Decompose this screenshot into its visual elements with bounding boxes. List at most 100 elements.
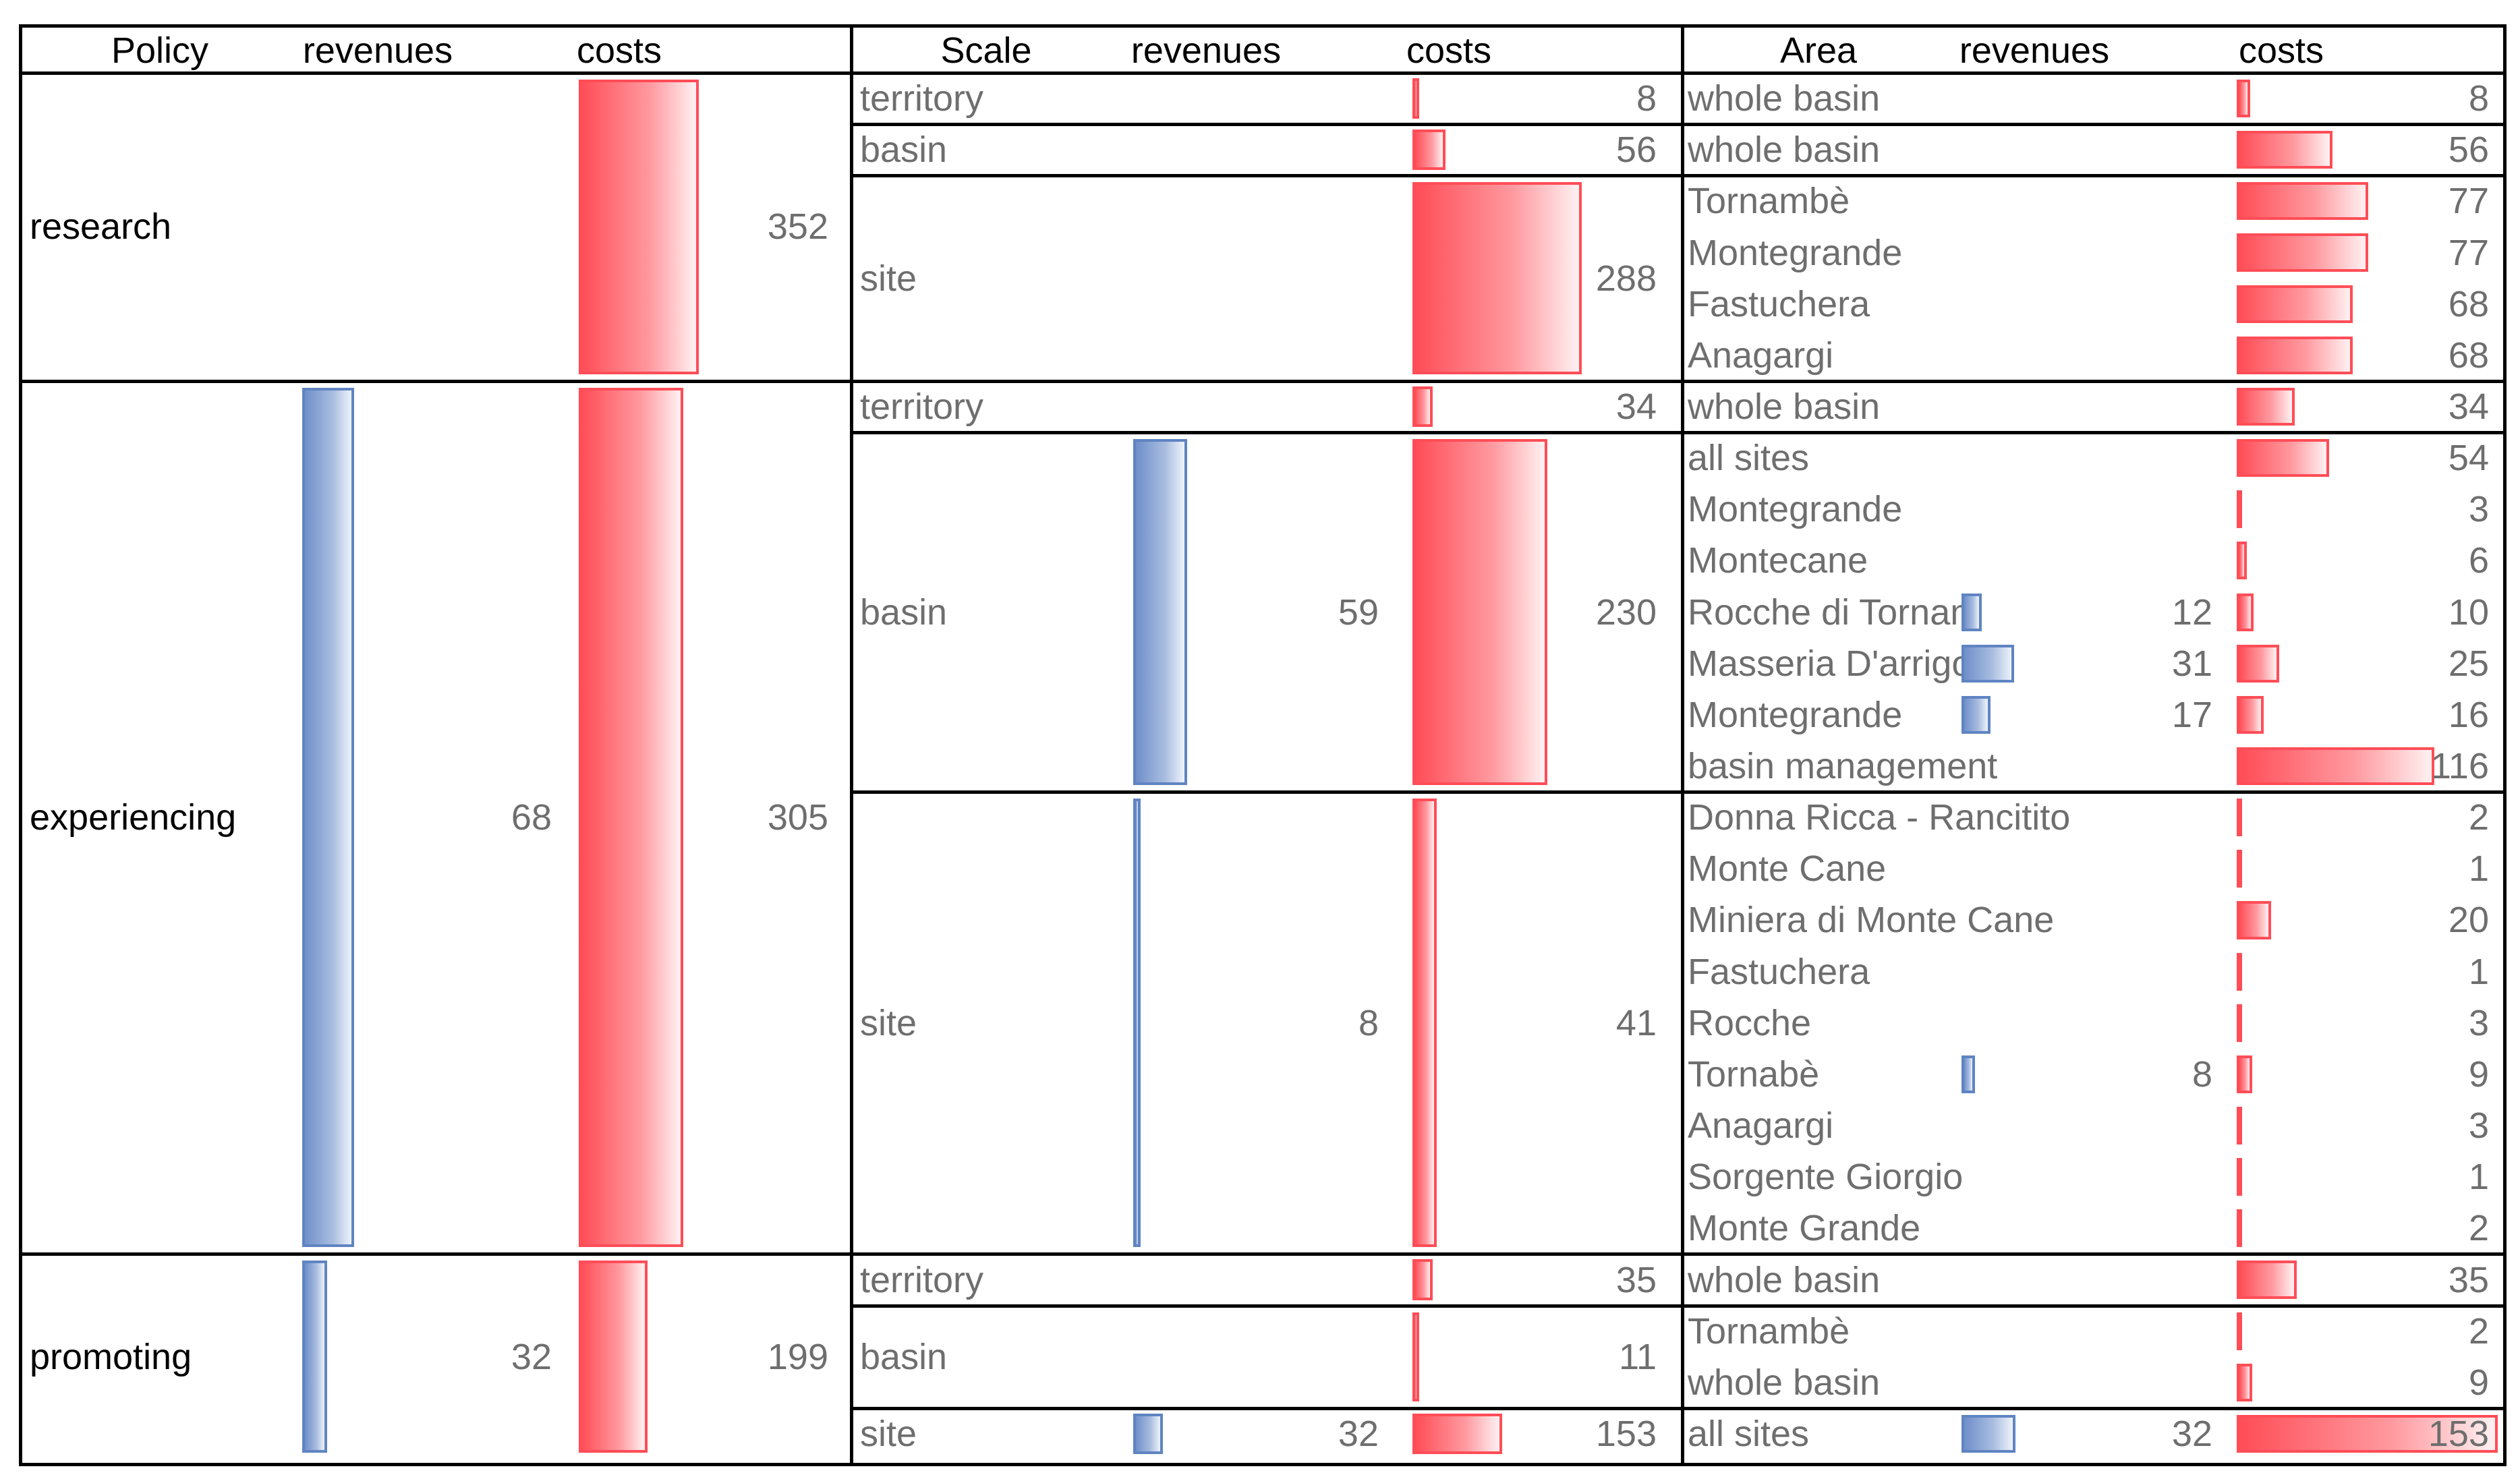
table-border-left (19, 24, 22, 1466)
scale-cost-bar (1412, 799, 1437, 1248)
area-cost-bar (2237, 695, 2264, 734)
area-cost-bar (2237, 285, 2353, 323)
area-cost-bar (2237, 1363, 2252, 1401)
scale-group-divider (851, 431, 2505, 435)
area-cost-bar (2237, 387, 2295, 426)
scale-label: territory (860, 386, 984, 427)
area-cost-value: 68 (2448, 335, 2489, 376)
area-cost-bar (2237, 1055, 2252, 1093)
scale-cost-bar (1412, 1259, 1433, 1300)
area-label: Miniera di Monte Cane (1688, 900, 2055, 941)
area-revenue-bar (1961, 1055, 1975, 1093)
policy-cost-value: 352 (767, 206, 828, 248)
area-label: whole basin (1688, 1259, 1881, 1300)
scale-label: territory (860, 1259, 984, 1300)
scale-label: site (860, 258, 917, 299)
area-revenue-value: 17 (2171, 694, 2212, 735)
area-label: Montecane (1688, 540, 1868, 581)
table-border-top (20, 24, 2505, 28)
header-scale-revenues: revenues (1130, 30, 1282, 71)
header-policy: Policy (111, 30, 209, 71)
area-revenue-bar (1961, 593, 1982, 631)
area-cost-bar (2237, 1004, 2242, 1042)
area-label: Anagargi (1688, 1105, 1834, 1147)
scale-cost-value: 230 (1595, 591, 1657, 633)
scale-cost-value: 56 (1615, 129, 1657, 171)
area-cost-value: 77 (2448, 181, 2489, 222)
scale-cost-bar (1412, 182, 1582, 374)
area-revenue-value: 8 (2192, 1053, 2212, 1095)
area-revenue-value: 31 (2171, 643, 2212, 684)
area-cost-bar (2237, 747, 2435, 786)
policy-group-divider (20, 1252, 2505, 1256)
area-cost-bar (2237, 1261, 2297, 1299)
area-cost-value: 3 (2468, 1105, 2489, 1147)
scale-cost-bar (1412, 439, 1548, 786)
area-label: Rocche (1688, 1002, 1812, 1043)
area-cost-value: 2 (2468, 1208, 2489, 1249)
area-cost-value: 56 (2448, 129, 2489, 171)
area-label: Sorgente Giorgio (1688, 1157, 1964, 1198)
area-label: Tornambè (1688, 181, 1850, 222)
area-cost-value: 77 (2448, 232, 2489, 273)
scale-cost-value: 34 (1615, 386, 1657, 427)
policy-label: research (30, 206, 172, 248)
scale-revenue-value: 32 (1338, 1413, 1379, 1454)
table-border-right (2503, 24, 2507, 1466)
scale-label: basin (860, 1336, 948, 1377)
area-cost-value: 9 (2468, 1053, 2489, 1095)
area-label: Tornabè (1688, 1053, 1820, 1095)
scale-cost-value: 288 (1595, 258, 1657, 299)
policy-cost-value: 199 (767, 1336, 828, 1377)
area-cost-value: 35 (2448, 1259, 2489, 1300)
area-cost-bar (2237, 182, 2368, 221)
area-label: Montegrande (1688, 694, 1903, 735)
scale-revenue-bar (1133, 439, 1188, 786)
header-divider (20, 71, 2505, 75)
scale-group-divider (851, 790, 2505, 794)
area-cost-value: 1 (2468, 848, 2489, 890)
area-cost-bar (2237, 490, 2242, 529)
area-label: basin management (1688, 746, 1998, 787)
area-revenue-bar (1961, 644, 2014, 683)
policy-cost-value: 305 (767, 797, 828, 838)
area-cost-value: 1 (2468, 951, 2489, 992)
scale-cost-value: 35 (1615, 1259, 1657, 1300)
area-label: Montegrande (1688, 489, 1903, 530)
area-cost-value: 34 (2448, 386, 2489, 427)
area-label: Monte Grande (1688, 1208, 1921, 1249)
area-cost-value: 9 (2468, 1362, 2489, 1403)
policy-cost-bar (579, 80, 699, 374)
policy-scale-divider (850, 24, 853, 1466)
area-label: all sites (1688, 438, 1810, 479)
area-label: Tornambè (1688, 1310, 1850, 1352)
scale-revenue-value: 59 (1338, 591, 1379, 633)
area-cost-value: 68 (2448, 283, 2489, 324)
area-cost-bar (2237, 131, 2332, 169)
scale-cost-value: 8 (1636, 78, 1657, 119)
policy-label: experiencing (30, 797, 237, 838)
scale-revenue-bar (1133, 1413, 1163, 1455)
area-cost-bar (2237, 80, 2251, 118)
area-cost-value: 8 (2468, 78, 2489, 119)
scale-label: site (860, 1002, 917, 1043)
area-cost-bar (2237, 593, 2254, 631)
policy-group-divider (20, 379, 2505, 383)
scale-group-divider (851, 1304, 2505, 1308)
area-cost-value: 1 (2468, 1157, 2489, 1198)
table-border-bottom (20, 1463, 2505, 1466)
area-cost-value: 10 (2448, 591, 2489, 633)
area-cost-bar (2237, 850, 2242, 888)
header-area-costs: costs (2238, 30, 2324, 71)
area-label: whole basin (1688, 78, 1881, 119)
policy-revenue-bar (302, 1261, 328, 1453)
area-cost-bar (2237, 1312, 2242, 1350)
area-label: whole basin (1688, 129, 1881, 171)
area-revenue-bar (1961, 1414, 2015, 1453)
area-cost-bar (2237, 1209, 2242, 1248)
area-cost-bar (2237, 439, 2329, 477)
scale-label: territory (860, 78, 984, 119)
area-cost-bar (2237, 644, 2280, 683)
scale-group-divider (851, 1406, 2505, 1410)
policy-revenue-value: 68 (511, 797, 552, 838)
